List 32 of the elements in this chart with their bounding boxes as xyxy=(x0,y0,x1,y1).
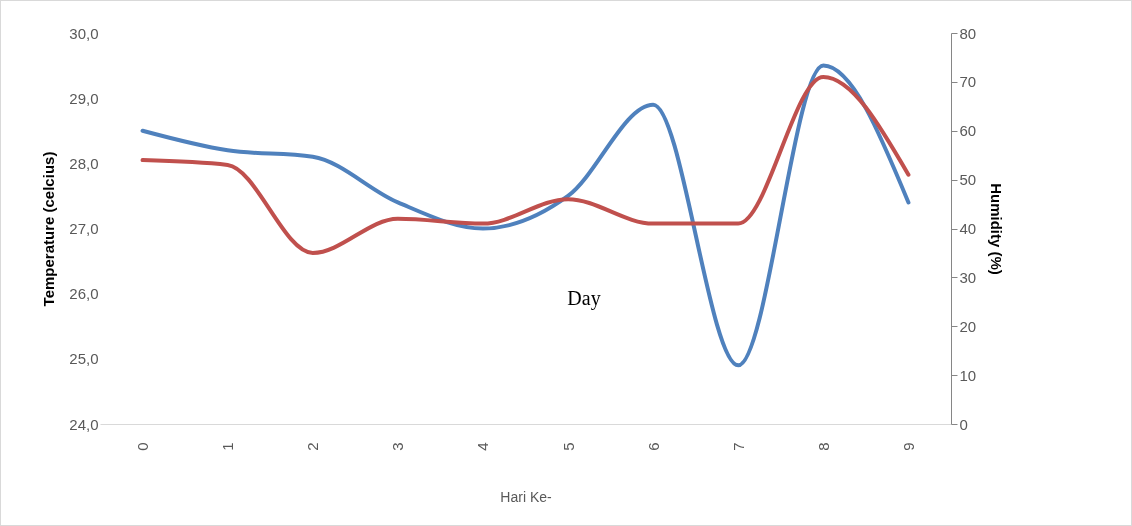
x-tick-label: 5 xyxy=(559,442,577,451)
y-tick-label: 27,0 xyxy=(69,220,99,237)
line-series xyxy=(140,63,911,368)
y2-tick-label: 40 xyxy=(959,220,977,237)
x-tick-label: 2 xyxy=(304,442,322,451)
line-series xyxy=(140,74,911,255)
x-tick-label: 0 xyxy=(134,442,152,451)
y-axis-title: Temperature (celcius) xyxy=(40,151,58,307)
x-axis-title: Hari Ke- xyxy=(500,488,552,505)
x-tick-label: 1 xyxy=(219,442,237,451)
y-tick-label: 28,0 xyxy=(69,154,99,172)
annotation: Day xyxy=(567,287,601,310)
y2-tick-label: 0 xyxy=(959,415,968,433)
x-tick-label: 4 xyxy=(474,442,492,451)
y2-tick-label: 70 xyxy=(959,73,977,91)
x-tick-label: 9 xyxy=(899,442,917,451)
x-tick-label: 8 xyxy=(814,442,832,451)
y-tick-label: 25,0 xyxy=(69,350,99,368)
y2-tick-label: 10 xyxy=(959,366,977,384)
y-tick-label: 26,0 xyxy=(69,285,99,303)
y2-tick-label: 30 xyxy=(959,268,977,286)
y2-tick-label: 80 xyxy=(959,24,977,42)
x-tick-label: 3 xyxy=(389,442,407,451)
y-tick-label: 24,0 xyxy=(69,415,99,433)
y2-axis-title: Humidity (%) xyxy=(988,183,1006,275)
y2-tick-label: 20 xyxy=(959,317,977,335)
y2-tick-label: 50 xyxy=(959,171,977,189)
x-tick-label: 7 xyxy=(729,442,747,451)
y-tick-label: 30,0 xyxy=(69,24,99,42)
y-tick-label: 29,0 xyxy=(69,89,99,107)
x-tick-label: 6 xyxy=(644,442,662,451)
y2-tick-label: 60 xyxy=(959,122,977,140)
